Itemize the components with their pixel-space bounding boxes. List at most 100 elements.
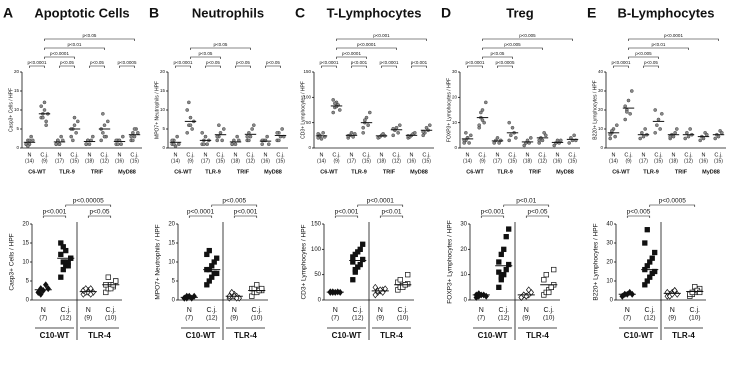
n-label: (14) [25,158,34,164]
strain-label: MyD88 [556,169,574,175]
significance-bracket [59,65,75,68]
data-point [658,127,662,131]
significance-bracket [497,65,513,68]
data-point [38,290,44,298]
y-tick-label: 40 [606,222,613,228]
p-value-label: p<0.0001 [612,60,631,65]
x-tick-label: C.j. [568,152,577,158]
panel-letter: B [149,5,159,21]
strain-label: MyD88 [410,169,428,175]
data-point [525,286,532,294]
p-value-label: p<0.05 [266,60,280,65]
n-label: (18) [669,158,678,164]
x-tick-label: C.j. [690,307,701,314]
x-tick-label: N [556,152,560,158]
n-label: (10) [397,315,409,322]
y-tick-label: 15 [168,241,175,247]
data-point [522,143,526,148]
data-point [625,110,629,114]
x-tick-label: C.j. [645,307,656,314]
x-tick-label: N [466,152,470,158]
x-tick-label: C.j. [478,152,487,158]
p-value-label: p<0.0005 [659,198,687,205]
panel-title: Treg [506,5,534,20]
significance-bracket [379,215,404,218]
data-point [132,127,137,131]
p-value-label: p<0.01 [652,42,666,47]
x-tick-label: C.j. [207,307,218,314]
data-point [541,277,547,283]
data-point [277,138,281,143]
x-tick-label: C.j. [544,307,555,314]
data-point [132,134,137,139]
data-point [501,246,507,252]
x-tick-label: C.j. [538,152,547,158]
data-point [175,134,179,139]
data-point [71,138,75,143]
n-label: (17) [347,158,356,164]
data-point [503,266,509,273]
x-tick-label: C.j. [216,152,225,158]
data-point [641,134,646,139]
p-value-label: p<0.001 [234,209,258,216]
data-point [44,123,48,127]
data-point [697,289,703,296]
y-tick-label: 10 [606,279,613,285]
x-tick-label: C.j. [624,152,633,158]
strain-label: TLR-9 [643,169,659,175]
data-point [136,131,140,135]
y-tick-label: 20 [460,247,467,253]
x-tick-label: C.j. [246,152,255,158]
data-point [58,274,64,280]
y-tick-label: 150 [303,69,311,74]
x-tick-label: C.j. [70,152,79,158]
data-point [27,138,32,143]
n-label: (17) [201,158,210,164]
significance-bracket [190,56,221,59]
x-tick-label: N [642,152,646,158]
significance-bracket [211,204,258,207]
x-tick-label: N [204,152,208,158]
p-value-label: p<0.005 [222,198,246,205]
data-point [267,142,271,146]
n-label: (10) [689,315,701,322]
data-point [350,259,356,265]
data-point [220,138,224,143]
data-point [203,134,208,139]
p-value-label: p<0.0001 [342,51,361,56]
data-point [222,127,226,131]
y-axis-label: B220+ Lymphocytes / HPF [593,223,600,300]
x-tick-label: C.j. [362,152,371,158]
p-value-label: p<0.001 [335,209,359,216]
data-point [84,142,88,146]
y-tick-label: 0 [308,145,311,150]
significance-bracket [119,65,135,68]
x-tick-label: N [174,152,178,158]
n-label: (9) [625,158,631,164]
data-point [101,112,105,116]
significance-bracket [42,215,67,218]
significance-bracket [44,38,135,41]
data-point [35,288,42,296]
data-point [185,131,189,135]
x-tick-label: C.j. [499,307,510,314]
significance-bracket [381,65,397,68]
data-point [254,282,260,288]
y-axis-label: Casp3+ Cells / HPF [9,233,16,290]
data-point [552,143,556,148]
strain-label: TRIF [237,169,250,175]
p-value-label: p<0.05 [236,60,250,65]
data-point [215,134,219,139]
n-label: (14) [171,158,180,164]
n-label: (15) [130,158,139,164]
data-point [131,138,135,143]
p-value-label: p<0.001 [43,209,67,216]
data-point [202,142,206,146]
n-label: (15) [714,158,723,164]
significance-bracket [628,47,689,50]
strain-label: C6-WT [28,169,46,175]
x-tick-label: N [670,307,675,314]
n-label: (10) [251,315,263,322]
p-value-label: p<0.05 [644,60,658,65]
panel-letter: E [587,5,596,21]
